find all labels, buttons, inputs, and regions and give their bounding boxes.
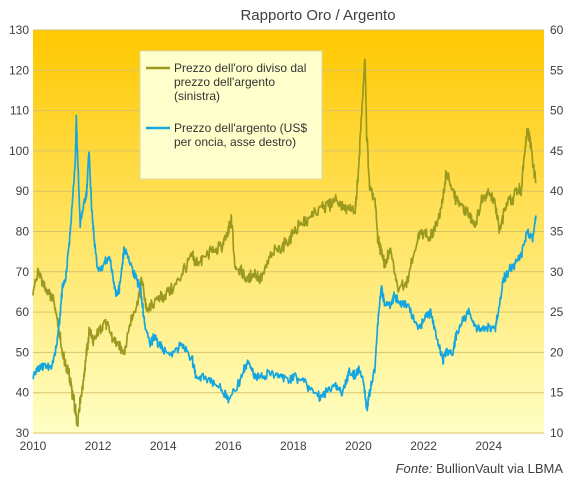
y-right-tick-label: 30 [550, 265, 564, 279]
y-left-tick-label: 120 [9, 63, 29, 77]
y-right-tick-label: 40 [550, 184, 564, 198]
chart-title: Rapporto Oro / Argento [240, 7, 395, 24]
y-right-tick-label: 25 [550, 305, 564, 319]
y-right-tick-label: 55 [550, 63, 564, 77]
y-right-tick-label: 15 [550, 386, 564, 400]
y-right-tick-label: 60 [550, 23, 564, 37]
x-tick-label: 2014 [150, 439, 177, 453]
x-tick-label: 2016 [215, 439, 242, 453]
y-left-tick-label: 40 [16, 386, 30, 400]
y-left-tick-label: 110 [10, 104, 29, 118]
legend-label: Prezzo dell'argento (US$ [174, 121, 307, 135]
x-tick-label: 2024 [475, 439, 502, 453]
x-tick-label: 2010 [20, 439, 47, 453]
series-layer [32, 58, 537, 428]
x-tick-label: 2020 [345, 439, 372, 453]
y-right-tick-label: 35 [550, 225, 564, 239]
x-tick-label: 2012 [85, 439, 112, 453]
y-left-tick-label: 70 [16, 265, 30, 279]
series-line-gold-silver-ratio [32, 58, 537, 428]
y-left-tick-label: 130 [9, 23, 29, 37]
source-text: BullionVault via LBMA [436, 461, 563, 476]
y-right-tick-label: 20 [550, 345, 564, 359]
x-tick-label: 2022 [410, 439, 437, 453]
source-note: Fonte: BullionVault via LBMA [396, 461, 563, 476]
axes: 30 40 50 60 70 80 90 100 110 120 130 10 15 20 25 30 35 40… [9, 23, 564, 453]
y-left-tick-label: 90 [16, 184, 30, 198]
legend-label: Prezzo dell'oro diviso dal [174, 61, 306, 75]
legend-label: (sinistra) [174, 89, 220, 103]
x-tick-label: 2018 [280, 439, 307, 453]
legend-box [139, 50, 323, 180]
y-right-tick-label: 10 [550, 426, 564, 440]
y-left-tick-label: 100 [9, 144, 29, 158]
y-left-tick-label: 30 [16, 426, 30, 440]
y-left-tick-label: 60 [16, 305, 30, 319]
series-line-silver-price [32, 114, 537, 412]
y-left-tick-label: 80 [16, 225, 30, 239]
y-right-tick-label: 50 [550, 104, 564, 118]
legend-label: prezzo dell'argento [174, 75, 275, 89]
legend-label: per oncia, asse destro) [174, 135, 296, 149]
source-label: Fonte: [395, 461, 433, 476]
y-right-tick-label: 45 [550, 144, 564, 158]
y-left-tick-label: 50 [16, 345, 30, 359]
